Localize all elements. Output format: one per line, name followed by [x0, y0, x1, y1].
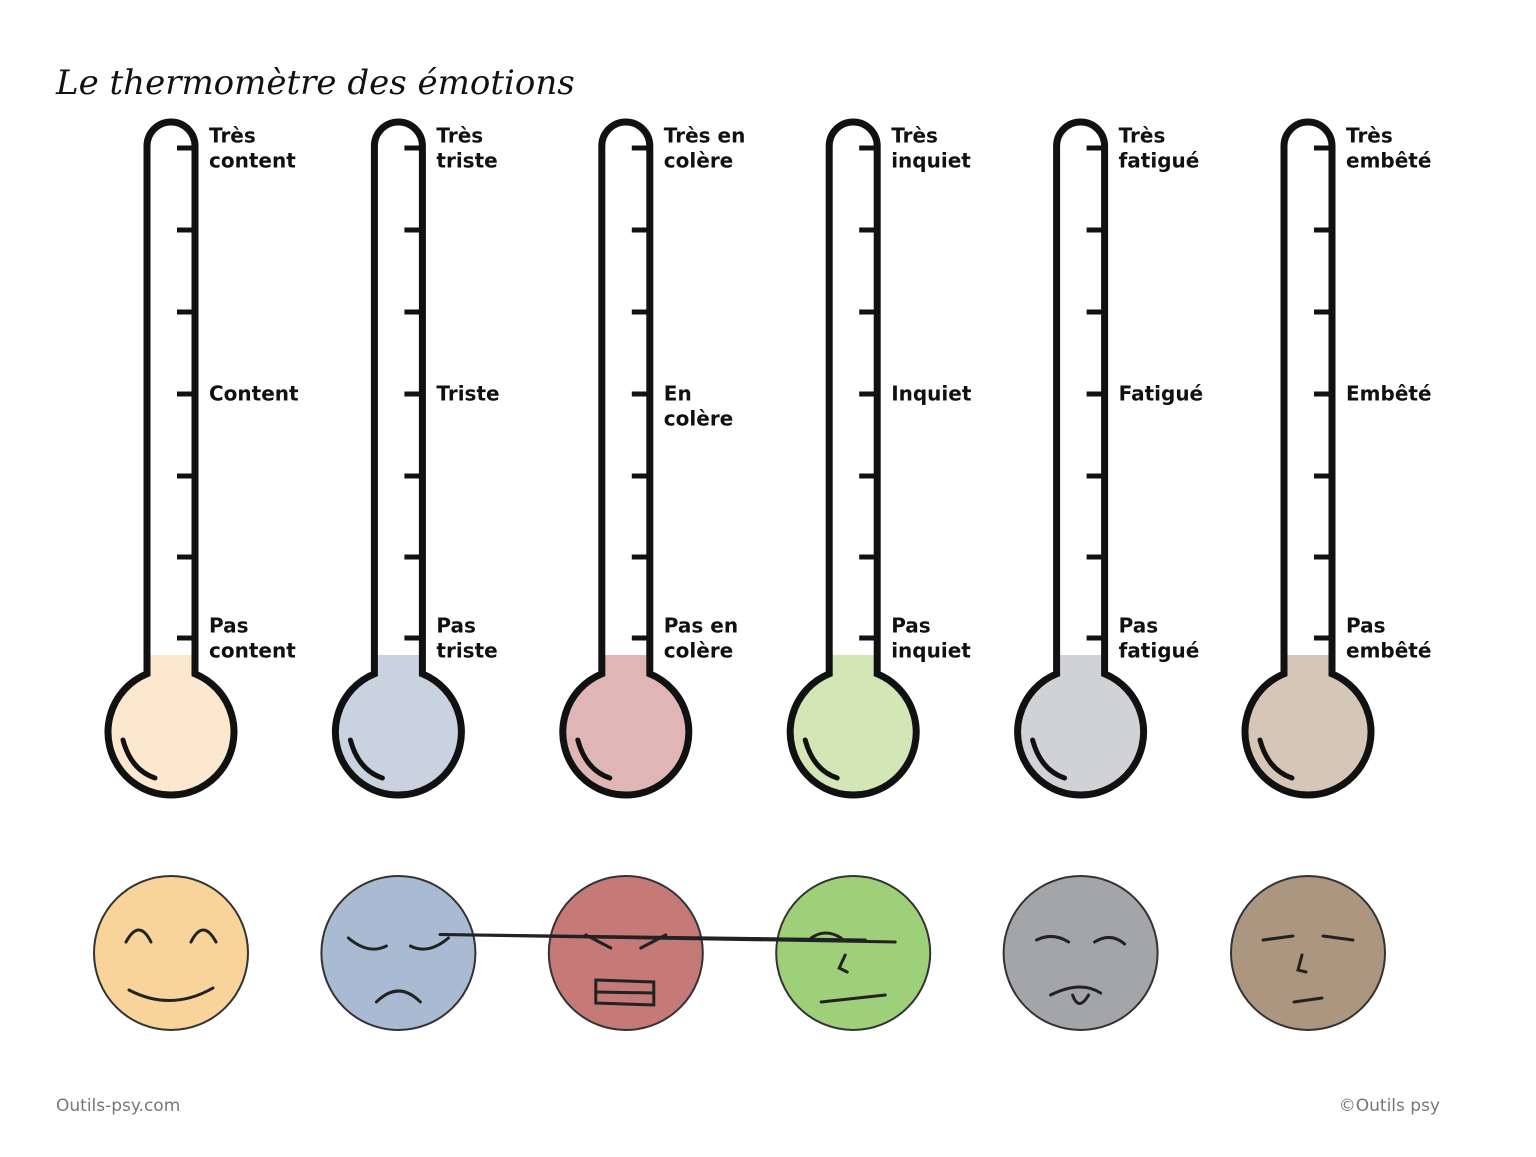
thermometer-outline [1241, 118, 1375, 799]
face-icon [547, 875, 704, 1031]
level-label: colère [664, 407, 733, 431]
bulb-fill [564, 671, 687, 793]
face-feature [1035, 935, 1071, 944]
face-icon [93, 875, 249, 1031]
face-feature [438, 932, 897, 944]
face-feature [127, 986, 215, 1002]
face-feature [594, 990, 656, 995]
face-feature [374, 989, 422, 1004]
face [93, 875, 249, 1031]
level-label: Inquiet [891, 382, 972, 406]
level-label: fatigué [1119, 149, 1200, 173]
tube-fill [1286, 130, 1330, 690]
face-feature [1071, 993, 1091, 1005]
level-label: triste [436, 149, 497, 173]
face-feature [809, 931, 843, 940]
level-label: inquiet [891, 639, 971, 663]
level-label: embêté [1346, 149, 1431, 173]
face [775, 875, 932, 1031]
thermometer-outline [559, 118, 693, 799]
tube-fill [149, 130, 193, 690]
bulb-fill [337, 671, 460, 793]
thermometer-outline [786, 118, 920, 799]
level-label: content [209, 149, 296, 173]
bulb-highlight [120, 737, 158, 781]
level-label: inquiet [891, 149, 971, 173]
face-feature [346, 936, 388, 951]
level-label: colère [664, 149, 733, 173]
face-feature [124, 928, 153, 944]
level-label: Embêté [1346, 382, 1432, 406]
bulb-fill [792, 671, 915, 793]
level-label: En [664, 382, 692, 406]
thermometer-outline [331, 118, 465, 799]
tube-fill [1058, 130, 1103, 690]
bulb-highlight [575, 737, 613, 781]
level-label: Pas [436, 614, 476, 638]
level-label: Pas [1119, 614, 1159, 638]
tube-fill [376, 130, 421, 690]
level-label: embêté [1346, 639, 1431, 663]
thermometer-outline [104, 118, 238, 799]
face-feature [837, 953, 849, 974]
level-label: Très [891, 124, 938, 148]
footer-left: Outils-psy.com [56, 1096, 180, 1116]
level-label: Pas [891, 614, 931, 638]
face-feature [189, 928, 218, 944]
level-label: triste [436, 639, 497, 663]
face-icon [320, 875, 477, 1031]
level-label: Pas [209, 614, 249, 638]
level-label: Content [209, 382, 299, 406]
level-label: Pas en [664, 614, 738, 638]
bulb-fill [110, 671, 232, 793]
bulb-highlight [1030, 737, 1068, 781]
face-feature [1321, 934, 1355, 942]
bulb-fill [1019, 671, 1142, 793]
face-icon [1002, 875, 1159, 1031]
bulb-highlight [347, 737, 385, 781]
face [320, 875, 477, 1031]
footer-right: ©Outils psy [1339, 1096, 1440, 1116]
bulb-fill [1247, 671, 1369, 793]
face-feature [408, 936, 450, 951]
title: Le thermomètre des émotions [55, 63, 575, 103]
tube-fill [603, 130, 648, 690]
face [1230, 875, 1386, 1031]
level-label: Pas [1346, 614, 1386, 638]
bulb-highlight [802, 737, 840, 781]
face-feature [1292, 996, 1324, 1004]
thermometer-outline [1014, 118, 1148, 799]
level-label: Très en [664, 124, 746, 148]
face-icon [438, 875, 932, 1031]
face-feature [1049, 985, 1103, 997]
face-feature [1261, 934, 1295, 942]
level-label: fatigué [1119, 639, 1200, 663]
level-label: Très [1119, 124, 1166, 148]
level-label: Très [1346, 124, 1393, 148]
level-label: Très [209, 124, 256, 148]
level-label: Très [436, 124, 483, 148]
level-label: Fatigué [1119, 382, 1204, 406]
face [1002, 875, 1159, 1031]
level-label: content [209, 639, 296, 663]
face-feature [819, 993, 887, 1004]
bulb-highlight [1257, 737, 1295, 781]
face-icon [1230, 875, 1386, 1031]
face-feature [1093, 936, 1127, 946]
tube-fill [831, 130, 876, 690]
face-feature [1296, 953, 1308, 974]
face [547, 875, 704, 1031]
level-label: colère [664, 639, 733, 663]
level-label: Triste [436, 382, 499, 406]
face-feature [594, 978, 656, 1007]
